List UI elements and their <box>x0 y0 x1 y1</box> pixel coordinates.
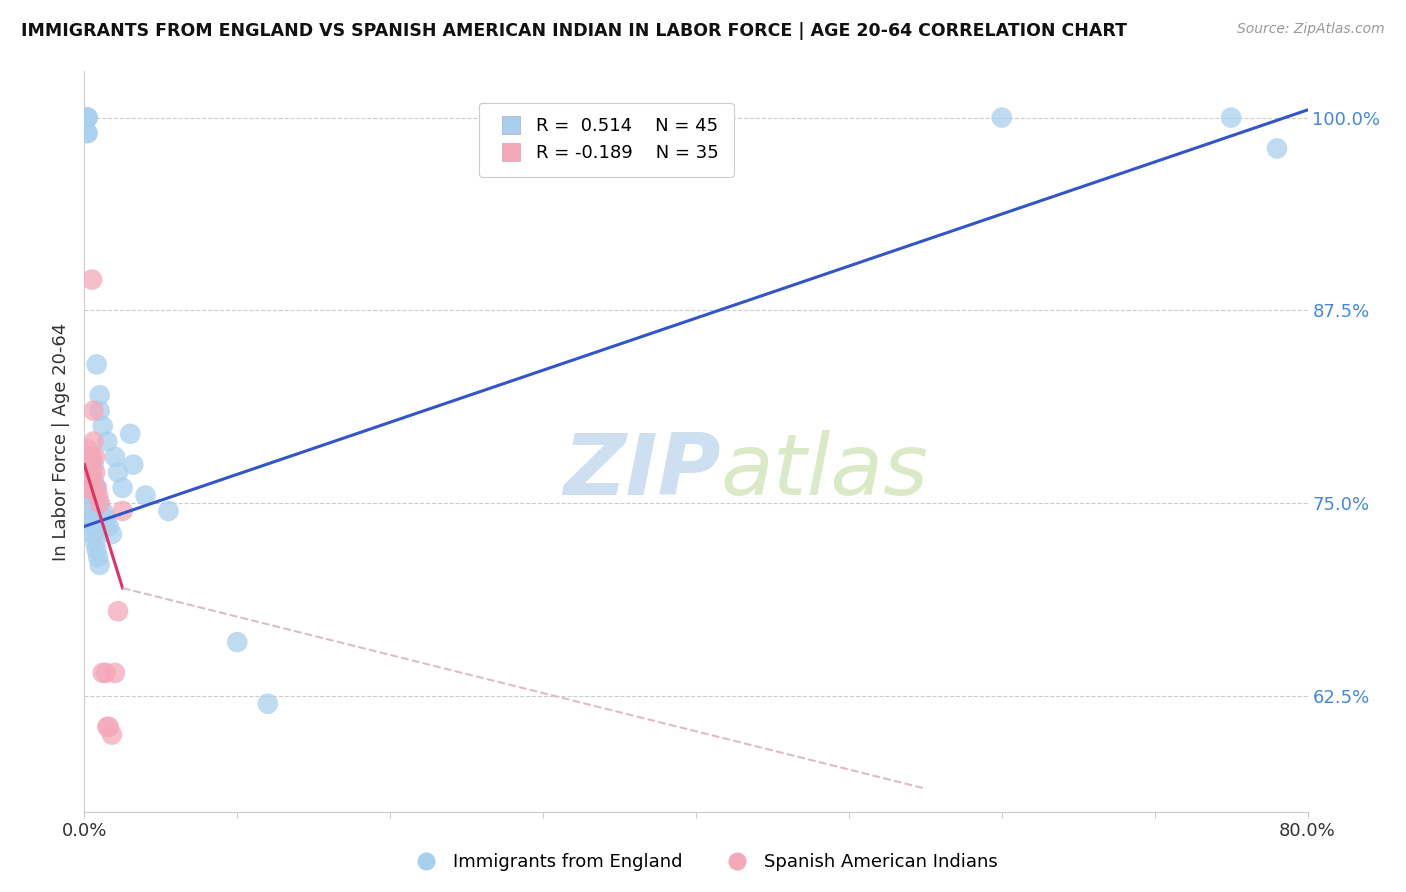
Point <box>76 481 98 495</box>
Point <box>76 458 98 472</box>
Point <box>97 519 120 533</box>
Point <box>79 450 101 464</box>
Point <box>89 388 111 402</box>
Point <box>80 481 103 495</box>
Point <box>75 458 97 472</box>
Point <box>107 466 129 480</box>
Point <box>76 111 98 125</box>
Text: ZIP: ZIP <box>562 430 720 513</box>
Point <box>75 481 97 495</box>
Point <box>77 489 100 503</box>
Point <box>83 527 105 541</box>
Point <box>101 527 124 541</box>
Point <box>79 458 101 472</box>
Point <box>84 450 107 464</box>
Point <box>101 728 124 742</box>
Point <box>104 665 127 680</box>
Point <box>76 450 98 464</box>
Point <box>226 635 249 649</box>
Point <box>80 519 103 533</box>
Point <box>104 450 127 464</box>
Point <box>79 473 101 487</box>
Point <box>107 604 129 618</box>
Point <box>77 450 100 464</box>
Point <box>94 665 117 680</box>
Point <box>84 534 107 549</box>
Point <box>77 481 100 495</box>
Point <box>77 473 100 487</box>
Point <box>79 458 101 472</box>
Point <box>80 450 103 464</box>
Point <box>83 434 105 449</box>
Point <box>135 489 157 503</box>
Point <box>76 466 98 480</box>
Point <box>75 473 97 487</box>
Point <box>111 481 134 495</box>
Point <box>91 419 114 434</box>
Legend: Immigrants from England, Spanish American Indians: Immigrants from England, Spanish America… <box>401 847 1005 879</box>
Point <box>86 358 108 372</box>
Text: IMMIGRANTS FROM ENGLAND VS SPANISH AMERICAN INDIAN IN LABOR FORCE | AGE 20-64 CO: IMMIGRANTS FROM ENGLAND VS SPANISH AMERI… <box>21 22 1128 40</box>
Point <box>120 426 142 441</box>
Point <box>77 496 100 510</box>
Point <box>157 504 180 518</box>
Text: Source: ZipAtlas.com: Source: ZipAtlas.com <box>1237 22 1385 37</box>
Point <box>77 458 100 472</box>
Point <box>122 458 145 472</box>
Point <box>96 720 118 734</box>
Point <box>80 466 103 480</box>
Point <box>89 558 111 572</box>
Point <box>84 466 107 480</box>
Point <box>97 720 120 734</box>
Point <box>86 481 108 495</box>
Point <box>76 126 98 140</box>
Point <box>83 458 105 472</box>
Point <box>96 434 118 449</box>
Point <box>86 481 108 495</box>
Point <box>76 442 98 457</box>
Point <box>257 697 280 711</box>
Point <box>1265 141 1288 155</box>
Point <box>77 466 100 480</box>
Point <box>94 511 117 525</box>
Point <box>91 504 114 518</box>
Point <box>83 473 105 487</box>
Point <box>79 466 101 480</box>
Point <box>83 403 105 417</box>
Point <box>76 126 98 140</box>
Point <box>75 450 97 464</box>
Point <box>86 542 108 557</box>
Point <box>91 665 114 680</box>
Point <box>991 111 1014 125</box>
Point <box>89 496 111 510</box>
Y-axis label: In Labor Force | Age 20-64: In Labor Force | Age 20-64 <box>52 322 70 561</box>
Point <box>87 550 110 565</box>
Point <box>87 489 110 503</box>
Point <box>84 481 107 495</box>
Point <box>75 466 97 480</box>
Point <box>79 511 101 525</box>
Text: atlas: atlas <box>720 430 928 513</box>
Point <box>111 504 134 518</box>
Point <box>89 496 111 510</box>
Point <box>1220 111 1243 125</box>
Point <box>77 504 100 518</box>
Legend: R =  0.514    N = 45, R = -0.189    N = 35: R = 0.514 N = 45, R = -0.189 N = 35 <box>478 103 734 177</box>
Point <box>80 272 103 286</box>
Point <box>76 111 98 125</box>
Point <box>76 111 98 125</box>
Point <box>89 403 111 417</box>
